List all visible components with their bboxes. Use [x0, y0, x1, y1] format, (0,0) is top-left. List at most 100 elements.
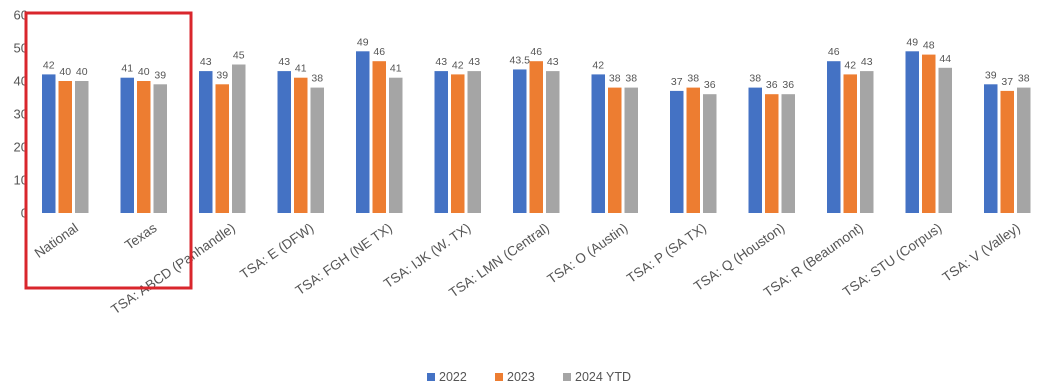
bar-tsa-abcd-panhandle-2022 — [199, 71, 213, 213]
y-tick-label-0: 0 — [21, 206, 28, 221]
bar-tsa-q-houston-2022 — [748, 87, 762, 213]
bar-tsa-fgh-ne-tx-2023 — [372, 61, 386, 214]
bar-tsa-ijk-w-tx-2022 — [434, 71, 448, 213]
bar-tsa-abcd-panhandle-2023 — [215, 84, 229, 213]
data-label-tsa-fgh-ne-tx-2023: 46 — [373, 46, 385, 58]
data-label-tsa-p-sa-tx-2022: 37 — [671, 76, 683, 88]
x-tick-label-tsa-e-dfw: TSA: E (DFW) — [237, 220, 316, 282]
data-label-national-2024-ytd: 40 — [76, 66, 88, 78]
data-label-national-2023: 40 — [59, 66, 71, 78]
data-label-texas-2024-ytd: 39 — [154, 69, 166, 81]
data-label-tsa-v-valley-2024-ytd: 38 — [1018, 73, 1030, 85]
data-label-tsa-e-dfw-2022: 43 — [278, 56, 290, 68]
bar-national-2024-ytd — [75, 81, 89, 213]
data-labels: 42 40 40 41 40 39 43 39 45 43 41 38 49 46 41 43 42 43 43.5… — [43, 36, 1030, 91]
data-label-tsa-r-beaumont-2022: 46 — [828, 46, 840, 58]
data-label-tsa-r-beaumont-2024-ytd: 43 — [861, 56, 873, 68]
bar-texas-2022 — [120, 77, 134, 213]
data-label-tsa-stu-corpus-2024-ytd: 44 — [939, 53, 951, 65]
data-label-texas-2023: 40 — [138, 66, 150, 78]
bar-tsa-ijk-w-tx-2024-ytd — [467, 71, 481, 213]
data-label-tsa-o-austin-2024-ytd: 38 — [625, 73, 637, 85]
bar-tsa-e-dfw-2023 — [294, 77, 308, 213]
bar-tsa-abcd-panhandle-2024-ytd — [232, 64, 246, 213]
data-label-tsa-q-houston-2023: 36 — [766, 79, 778, 91]
data-label-tsa-o-austin-2022: 42 — [592, 59, 604, 71]
data-label-tsa-lmn-central-2024-ytd: 43 — [547, 56, 559, 68]
data-label-tsa-fgh-ne-tx-2022: 49 — [357, 36, 369, 48]
legend-label-2024-ytd: 2024 YTD — [575, 370, 631, 384]
data-label-tsa-abcd-panhandle-2022: 43 — [200, 56, 212, 68]
data-label-tsa-lmn-central-2023: 46 — [530, 46, 542, 58]
bars — [42, 51, 1031, 214]
bar-tsa-v-valley-2023 — [1000, 90, 1014, 213]
bar-tsa-stu-corpus-2022 — [905, 51, 919, 213]
legend-label-2022: 2022 — [439, 370, 467, 384]
x-tick-label-tsa-abcd-panhandle: TSA: ABCD (Panhandle) — [108, 220, 238, 317]
y-tick-label-30: 30 — [14, 107, 28, 122]
y-tick-label-10: 10 — [14, 173, 28, 188]
data-label-tsa-lmn-central-2022: 43.5 — [510, 54, 531, 66]
y-tick-label-20: 20 — [14, 140, 28, 155]
data-label-tsa-fgh-ne-tx-2024-ytd: 41 — [390, 63, 402, 75]
bar-tsa-p-sa-tx-2023 — [686, 87, 700, 213]
bar-tsa-p-sa-tx-2024-ytd — [703, 94, 717, 213]
data-label-tsa-ijk-w-tx-2023: 42 — [452, 59, 464, 71]
bar-tsa-stu-corpus-2024-ytd — [938, 67, 952, 213]
bar-tsa-ijk-w-tx-2023 — [451, 74, 465, 214]
data-label-tsa-r-beaumont-2023: 42 — [844, 59, 856, 71]
legend-swatch-2022 — [427, 373, 435, 381]
data-label-texas-2022: 41 — [121, 63, 133, 75]
bar-tsa-r-beaumont-2022 — [827, 61, 841, 214]
bar-tsa-e-dfw-2022 — [277, 71, 291, 213]
legend: 2022 2023 2024 YTD — [427, 370, 631, 384]
data-label-tsa-q-houston-2024-ytd: 36 — [782, 79, 794, 91]
bar-tsa-q-houston-2023 — [765, 94, 779, 213]
data-label-tsa-abcd-panhandle-2023: 39 — [216, 69, 228, 81]
x-tick-label-national: National — [32, 220, 81, 261]
bar-tsa-lmn-central-2023 — [529, 61, 543, 214]
data-label-tsa-v-valley-2022: 39 — [985, 69, 997, 81]
bar-tsa-v-valley-2024-ytd — [1017, 87, 1031, 213]
bar-tsa-stu-corpus-2023 — [922, 54, 936, 213]
bar-tsa-o-austin-2023 — [608, 87, 622, 213]
y-axis-tick-labels: 0 10 20 30 40 50 60 — [14, 8, 28, 221]
bar-tsa-lmn-central-2022 — [513, 69, 527, 213]
legend-label-2023: 2023 — [507, 370, 535, 384]
bar-tsa-p-sa-tx-2022 — [670, 90, 684, 213]
data-label-tsa-p-sa-tx-2024-ytd: 36 — [704, 79, 716, 91]
data-label-tsa-abcd-panhandle-2024-ytd: 45 — [233, 50, 245, 62]
bar-tsa-v-valley-2022 — [984, 84, 998, 213]
data-label-tsa-e-dfw-2024-ytd: 38 — [311, 73, 323, 85]
data-label-tsa-e-dfw-2023: 41 — [295, 63, 307, 75]
data-label-tsa-ijk-w-tx-2024-ytd: 43 — [468, 56, 480, 68]
data-label-tsa-v-valley-2023: 37 — [1001, 76, 1013, 88]
bar-tsa-o-austin-2024-ytd — [624, 87, 638, 213]
y-tick-label-50: 50 — [14, 41, 28, 56]
bar-tsa-fgh-ne-tx-2022 — [356, 51, 370, 213]
x-tick-label-tsa-o-austin: TSA: O (Austin) — [544, 220, 630, 287]
data-label-tsa-q-houston-2022: 38 — [749, 73, 761, 85]
bar-tsa-o-austin-2022 — [591, 74, 605, 214]
data-label-tsa-p-sa-tx-2023: 38 — [687, 73, 699, 85]
bar-tsa-lmn-central-2024-ytd — [546, 71, 560, 213]
highlight-box — [24, 11, 193, 290]
bar-national-2023 — [58, 81, 72, 213]
bar-national-2022 — [42, 74, 56, 214]
bar-tsa-q-houston-2024-ytd — [781, 94, 795, 213]
data-label-tsa-o-austin-2023: 38 — [609, 73, 621, 85]
bar-tsa-r-beaumont-2023 — [843, 74, 857, 214]
data-label-tsa-ijk-w-tx-2022: 43 — [435, 56, 447, 68]
bar-tsa-fgh-ne-tx-2024-ytd — [389, 77, 403, 213]
bar-tsa-r-beaumont-2024-ytd — [860, 71, 874, 213]
x-tick-label-texas: Texas — [122, 220, 160, 253]
x-tick-label-tsa-p-sa-tx: TSA: P (SA TX) — [624, 220, 709, 286]
data-label-national-2022: 42 — [43, 59, 55, 71]
legend-swatch-2024-ytd — [563, 373, 571, 381]
bar-tsa-e-dfw-2024-ytd — [310, 87, 324, 213]
data-label-tsa-stu-corpus-2022: 49 — [906, 36, 918, 48]
data-label-tsa-stu-corpus-2023: 48 — [923, 40, 935, 52]
